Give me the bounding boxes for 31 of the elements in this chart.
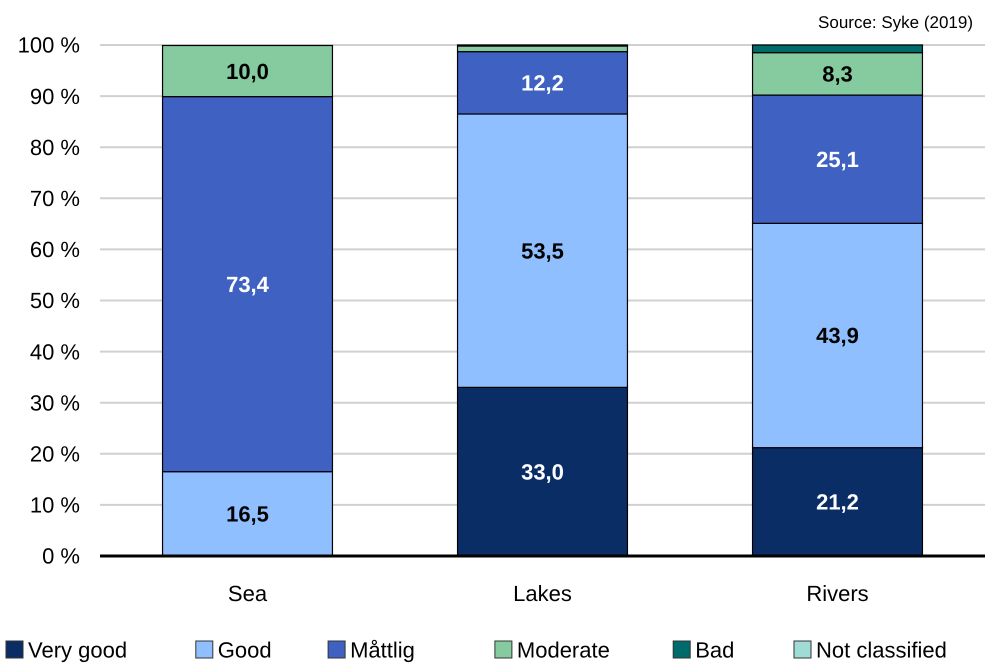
y-tick-label: 30 % [30, 390, 80, 416]
data-label: 43,9 [816, 323, 859, 348]
x-tick-label: Rivers [806, 581, 869, 606]
data-label: 53,5 [521, 238, 564, 264]
source-note: Source: Syke (2019) [818, 13, 973, 32]
y-tick-label: 10 % [30, 492, 80, 518]
legend-label: Very good [28, 638, 128, 663]
legend-label: Måttlig [350, 638, 415, 663]
data-label: 21,2 [816, 490, 859, 515]
data-label: 33,0 [521, 459, 564, 484]
data-label: 16,5 [226, 502, 269, 527]
x-tick-label: Sea [228, 581, 268, 606]
data-label: 10,0 [226, 58, 269, 84]
y-tick-label: 90 % [30, 84, 80, 109]
x-tick-label: Lakes [513, 581, 572, 606]
legend-label: Moderate [516, 638, 610, 663]
y-tick-label: 60 % [30, 237, 80, 262]
data-label: 8,3 [822, 62, 853, 87]
data-label: 73,4 [226, 272, 270, 297]
legend-label: Good [218, 638, 272, 663]
y-tick-label: 40 % [30, 339, 80, 364]
y-tick-label: 0 % [42, 544, 80, 569]
data-label: 25,1 [816, 146, 859, 172]
y-tick-label: 70 % [30, 186, 80, 211]
y-tick-label: 50 % [30, 288, 80, 314]
data-label: 12,2 [521, 70, 564, 96]
y-tick-label: 80 % [30, 134, 80, 160]
legend-label: Bad [695, 638, 734, 663]
y-tick-label: 100 % [18, 32, 80, 58]
legend-label: Not classified [816, 638, 947, 663]
y-tick-label: 20 % [30, 442, 80, 466]
